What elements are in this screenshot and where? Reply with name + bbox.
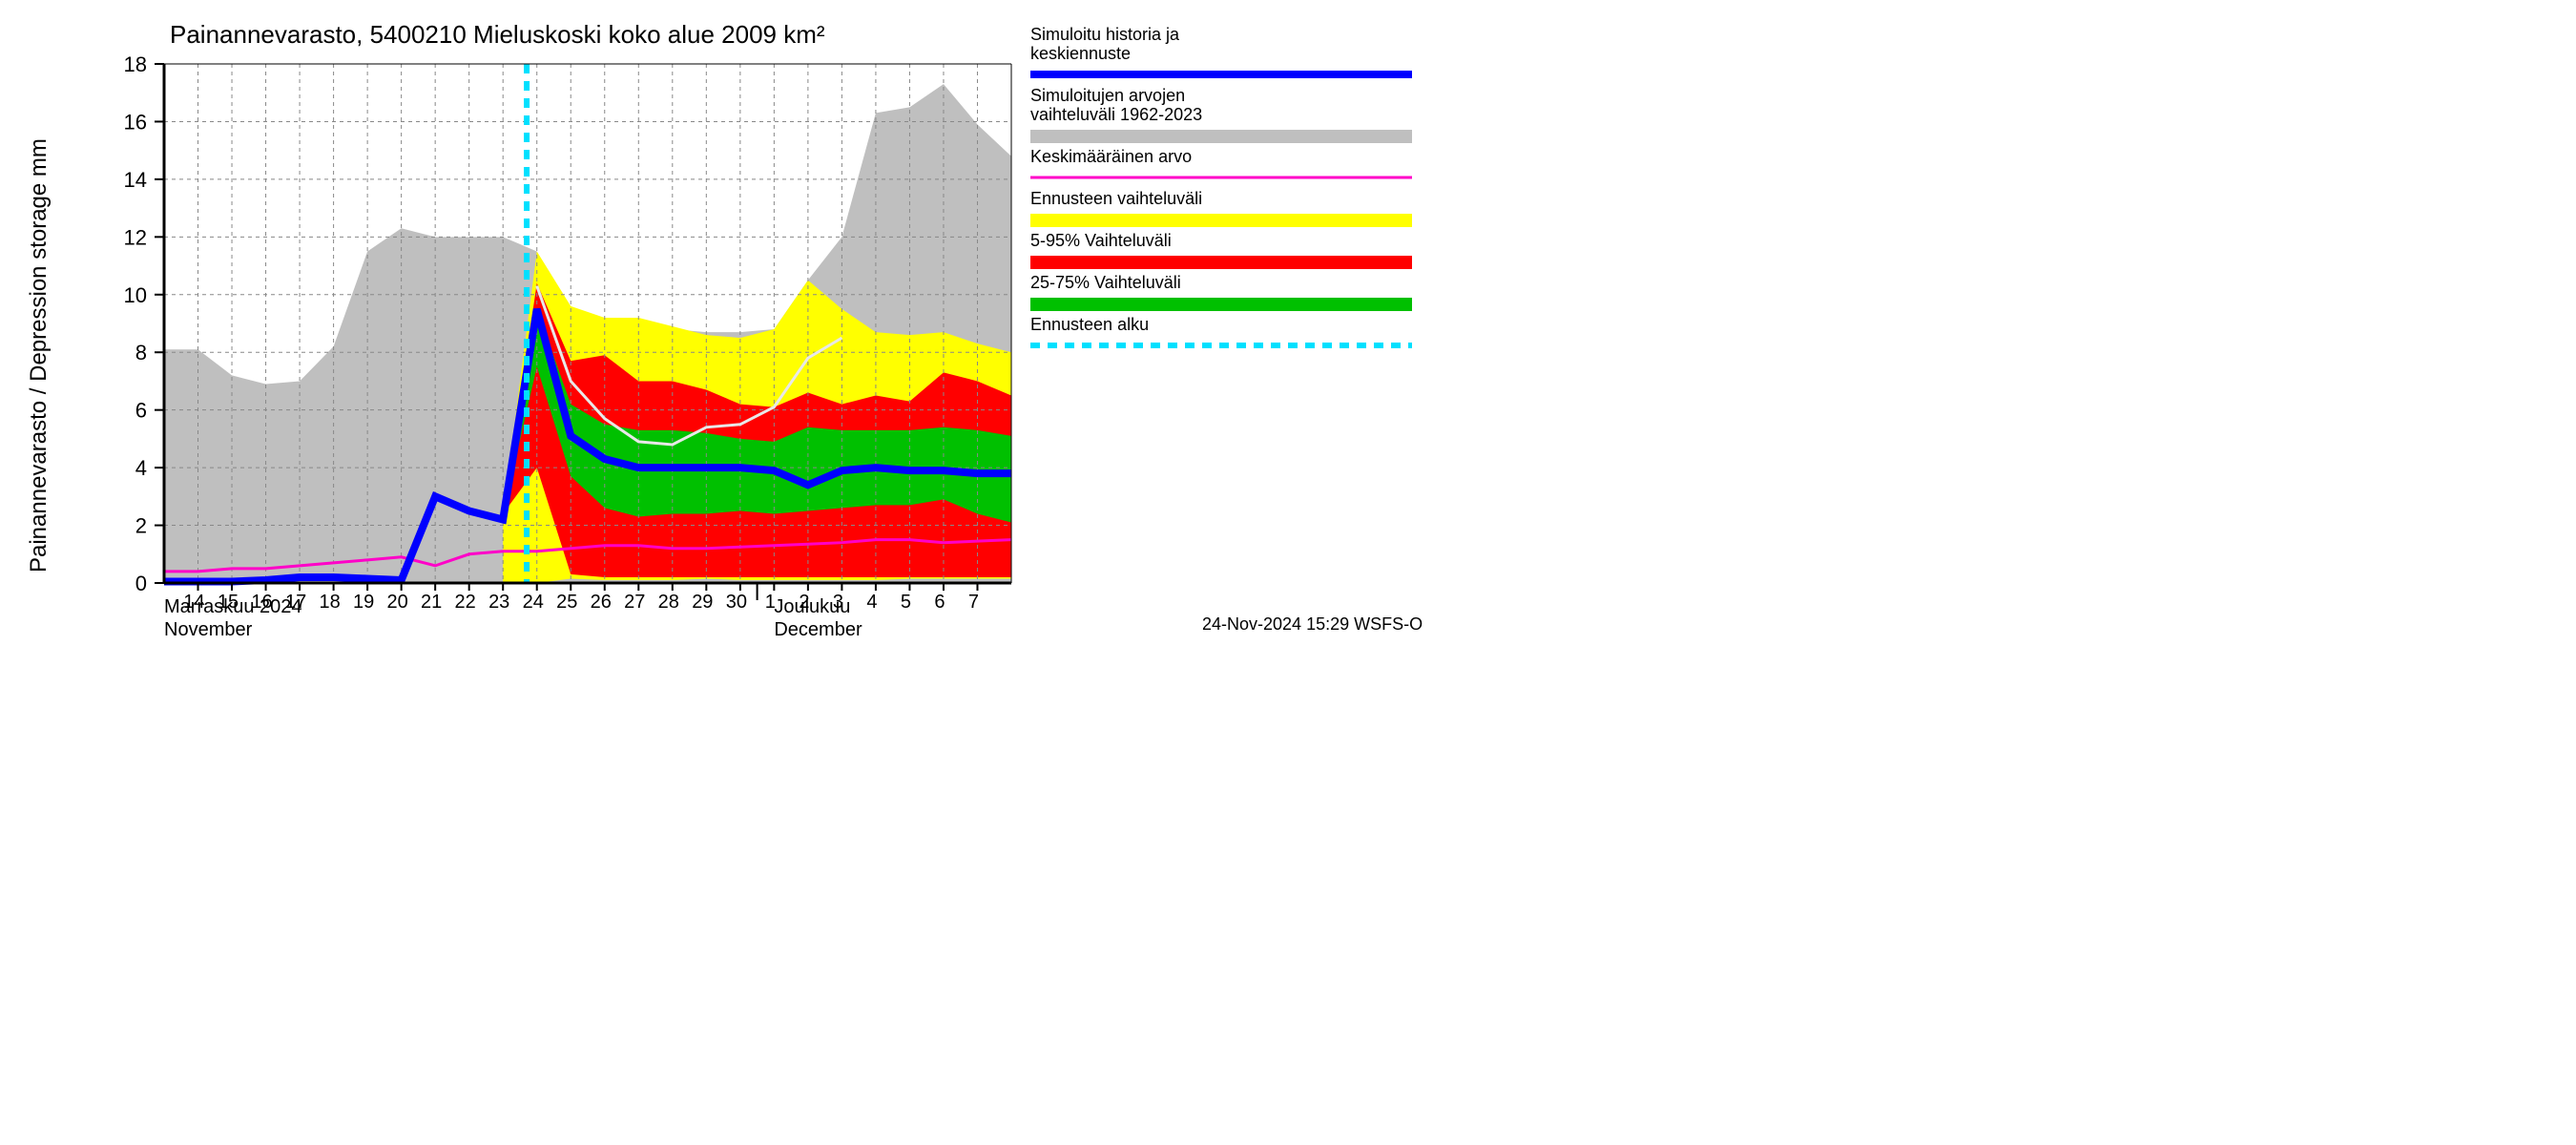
xtick-label: 21: [421, 592, 442, 613]
ytick-label: 6: [135, 399, 147, 423]
legend-label: 25-75% Vaihteluväli: [1030, 273, 1181, 292]
legend-label: 5-95% Vaihteluväli: [1030, 231, 1172, 250]
xtick-label: 26: [591, 592, 612, 613]
xtick-label: 23: [488, 592, 509, 613]
month-fi-2: Joulukuu: [774, 596, 850, 617]
xtick-label: 6: [934, 592, 945, 613]
legend-swatch: [1030, 130, 1412, 143]
xtick-label: 19: [353, 592, 374, 613]
ytick-label: 10: [124, 283, 147, 307]
footer-timestamp: 24-Nov-2024 15:29 WSFS-O: [1202, 614, 1423, 634]
ytick-label: 2: [135, 514, 147, 538]
xtick-label: 20: [387, 592, 408, 613]
xtick-label: 25: [556, 592, 577, 613]
ytick-label: 0: [135, 572, 147, 595]
chart-title: Painannevarasto, 5400210 Mieluskoski kok…: [170, 20, 825, 49]
xtick-label: 18: [319, 592, 340, 613]
ytick-label: 4: [135, 456, 147, 480]
legend-label: Ennusteen vaihteluväli: [1030, 189, 1202, 208]
ytick-label: 12: [124, 225, 147, 249]
xtick-label: 22: [455, 592, 476, 613]
legend-swatch: [1030, 298, 1412, 311]
y-axis-label: Painannevarasto / Depression storage mm: [26, 138, 52, 572]
xtick-label: 5: [901, 592, 911, 613]
legend-label: Simuloitu historia ja: [1030, 25, 1180, 44]
xtick-label: 30: [726, 592, 747, 613]
legend-label: vaihteluväli 1962-2023: [1030, 105, 1202, 124]
legend-label: Simuloitujen arvojen: [1030, 86, 1185, 105]
xtick-label: 27: [624, 592, 645, 613]
legend-swatch: [1030, 214, 1412, 227]
ytick-label: 16: [124, 110, 147, 134]
month-en-1: November: [164, 619, 253, 636]
ytick-label: 18: [124, 52, 147, 76]
legend-label: Keskimääräinen arvo: [1030, 147, 1192, 166]
xtick-label: 28: [658, 592, 679, 613]
legend-swatch: [1030, 256, 1412, 269]
month-fi-1: Marraskuu 2024: [164, 596, 302, 617]
xtick-label: 4: [866, 592, 877, 613]
xtick-label: 29: [692, 592, 713, 613]
ytick-label: 14: [124, 168, 147, 192]
ytick-label: 8: [135, 341, 147, 364]
legend-label: keskiennuste: [1030, 44, 1131, 63]
xtick-label: 7: [968, 592, 979, 613]
xtick-label: 24: [523, 592, 544, 613]
legend-label: Ennusteen alku: [1030, 315, 1149, 334]
month-en-2: December: [774, 619, 862, 636]
